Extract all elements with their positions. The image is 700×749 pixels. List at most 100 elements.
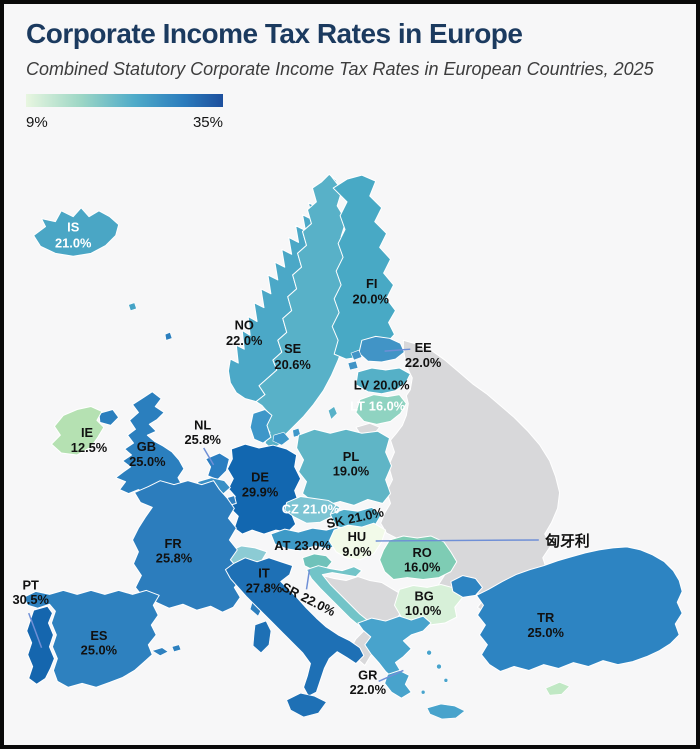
legend-max-label: 35%	[193, 114, 223, 131]
label-it-code: IT	[258, 566, 270, 581]
country-es[interactable]	[23, 589, 160, 688]
label-lt: LT 16.0%	[350, 398, 406, 413]
country-ie[interactable]	[50, 406, 105, 456]
map-container: IS 21.0% NO 22.0% SE 20.6% FI 20.0% EE 2…	[4, 166, 696, 745]
label-cz-rate: 21.0%	[303, 501, 340, 516]
country-it[interactable]	[224, 557, 365, 697]
country-ro[interactable]	[379, 535, 458, 581]
label-es: ES 25.0%	[81, 628, 118, 658]
label-sk-rate: 21.0%	[346, 504, 385, 526]
country-lt[interactable]	[355, 394, 407, 425]
label-hu-rate: 9.0%	[342, 544, 372, 559]
label-at: AT 23.0%	[274, 538, 331, 553]
label-ro: RO 16.0%	[404, 545, 441, 575]
label-gr-code: GR	[358, 667, 378, 682]
country-pl[interactable]	[296, 428, 393, 506]
label-gr: GR 22.0%	[350, 667, 387, 697]
label-nl: NL 25.8%	[184, 417, 221, 447]
country-dk[interactable]	[249, 409, 273, 444]
island-faroe	[128, 302, 137, 312]
island-aegean-1	[426, 649, 432, 656]
label-ro-code: RO	[413, 545, 432, 560]
country-hr[interactable]	[306, 565, 379, 637]
label-at-rate: 23.0%	[294, 538, 331, 553]
legend-gradient-svg: 9% 35%	[26, 93, 223, 131]
label-bg-code: BG	[415, 588, 434, 603]
country-ee[interactable]	[358, 335, 405, 363]
europe-choropleth-map: IS 21.0% NO 22.0% SE 20.6% FI 20.0% EE 2…	[4, 166, 696, 739]
label-gb-rate: 25.0%	[129, 454, 166, 469]
label-se: SE 20.6%	[274, 341, 311, 372]
country-fr[interactable]	[132, 480, 243, 613]
hungary-chinese-annotation: 匈牙利	[545, 532, 589, 550]
country-lv[interactable]	[355, 367, 411, 395]
label-ie-code: IE	[81, 425, 94, 440]
island-hiiumaa	[347, 360, 359, 371]
country-hu[interactable]	[328, 522, 387, 561]
leader-line-sr	[305, 569, 311, 590]
label-lv: LV 20.0%	[354, 378, 410, 393]
label-se-rate: 20.6%	[274, 357, 311, 372]
leader-line-ee	[384, 348, 411, 352]
country-gb-northern-ireland[interactable]	[98, 409, 120, 426]
label-sk: SK21.0%	[325, 504, 386, 531]
label-ee: EE 22.0%	[405, 340, 442, 370]
island-sicily	[286, 692, 327, 718]
label-nl-code: NL	[194, 417, 211, 432]
label-es-code: ES	[90, 628, 108, 643]
island-aegean-2	[436, 663, 442, 670]
label-is-code: IS	[67, 220, 80, 235]
label-ie: IE 12.5%	[71, 425, 108, 455]
leader-line-pt	[28, 612, 43, 649]
color-legend: 9% 35%	[26, 93, 696, 134]
label-gb-code: GB	[137, 439, 156, 454]
label-ro-rate: 16.0%	[404, 560, 441, 575]
country-tr-thrace[interactable]	[450, 575, 483, 598]
label-ie-rate: 12.5%	[71, 440, 108, 455]
island-gotland	[327, 406, 338, 420]
label-fi-code: FI	[366, 276, 377, 291]
island-zealand	[272, 431, 291, 446]
label-de-rate: 29.9%	[242, 484, 279, 499]
label-nl-rate: 25.8%	[184, 432, 221, 447]
label-lt-code: LT	[350, 398, 365, 413]
label-lv-code: LV	[354, 378, 370, 393]
label-bg-rate: 10.0%	[405, 603, 442, 618]
label-it: IT 27.8%	[246, 566, 283, 596]
label-fi-rate: 20.0%	[353, 292, 390, 307]
country-is[interactable]	[33, 207, 120, 257]
label-de: DE 29.9%	[242, 470, 279, 500]
leader-line-nl	[203, 447, 215, 466]
label-pt-code: PT	[22, 577, 39, 592]
label-no: NO 22.0%	[226, 317, 263, 348]
label-tr-rate: 25.0%	[528, 625, 565, 640]
label-at-code: AT	[274, 538, 290, 553]
country-nl[interactable]	[205, 452, 230, 481]
island-cyprus	[545, 682, 570, 696]
label-bg: BG 10.0%	[405, 588, 442, 618]
country-si[interactable]	[302, 553, 333, 572]
legend-min-label: 9%	[26, 114, 48, 131]
label-se-code: SE	[284, 341, 302, 356]
island-aegean-4	[420, 689, 426, 695]
label-is-rate: 21.0%	[55, 235, 92, 250]
leader-line-gr	[378, 669, 404, 683]
label-es-rate: 25.0%	[81, 643, 118, 658]
label-fr-rate: 25.8%	[156, 551, 193, 566]
country-gr-peloponnese[interactable]	[384, 669, 412, 699]
page-title: Corporate Income Tax Rates in Europe	[26, 18, 523, 49]
label-is: IS 21.0%	[55, 220, 92, 251]
label-hu-code: HU	[348, 529, 367, 544]
label-fr: FR 25.8%	[156, 536, 193, 566]
island-menorca	[171, 644, 182, 653]
country-gr[interactable]	[357, 615, 432, 679]
label-pt-rate: 30.5%	[12, 592, 49, 607]
label-gr-rate: 22.0%	[350, 682, 387, 697]
legend-gradient-bar	[26, 93, 223, 107]
island-shetland	[164, 331, 173, 341]
leader-line-hungary-annotation	[375, 539, 539, 542]
country-tr[interactable]	[476, 546, 683, 672]
label-fi: FI 20.0%	[353, 276, 390, 307]
label-pl: PL 19.0%	[333, 449, 370, 479]
